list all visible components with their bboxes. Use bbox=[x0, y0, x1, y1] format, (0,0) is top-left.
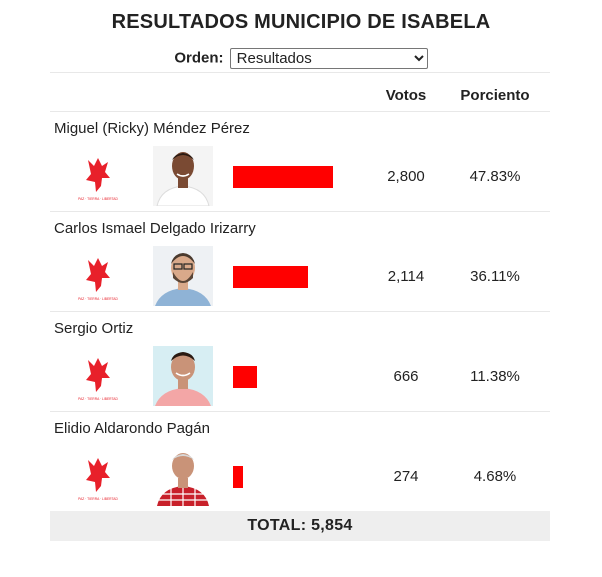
header-votes: Votos bbox=[385, 87, 427, 104]
total-votes: TOTAL: 5,854 bbox=[50, 511, 550, 541]
candidate-percent: 47.83% bbox=[469, 168, 521, 185]
candidate-votes: 666 bbox=[393, 368, 419, 385]
svg-text:PAZ · TIERRA · LIBERTAD: PAZ · TIERRA · LIBERTAD bbox=[78, 397, 118, 401]
table-row: Miguel (Ricky) Méndez Pérez PAZ · TIERRA… bbox=[50, 112, 550, 212]
header-percent: Porciento bbox=[460, 87, 530, 104]
candidate-votes: 2,800 bbox=[387, 168, 425, 185]
candidate-percent: 36.11% bbox=[470, 268, 520, 285]
vote-share-bar bbox=[233, 166, 333, 188]
candidate-percent: 11.38% bbox=[470, 368, 520, 385]
svg-text:PAZ · TIERRA · LIBERTAD: PAZ · TIERRA · LIBERTAD bbox=[78, 197, 118, 201]
candidate-name: Miguel (Ricky) Méndez Pérez bbox=[54, 120, 250, 137]
party-logo-icon: PAZ · TIERRA · LIBERTAD bbox=[74, 454, 122, 502]
page-title: RESULTADOS MUNICIPIO DE ISABELA bbox=[111, 11, 491, 33]
results-table: Votos Porciento Miguel (Ricky) Méndez Pé… bbox=[50, 72, 550, 512]
candidate-photo bbox=[153, 346, 213, 406]
table-header: Votos Porciento bbox=[50, 72, 550, 112]
party-logo-icon: PAZ · TIERRA · LIBERTAD bbox=[74, 354, 122, 402]
vote-share-bar bbox=[233, 366, 257, 388]
candidate-votes: 274 bbox=[393, 468, 419, 485]
candidate-photo bbox=[153, 246, 213, 306]
table-row: Carlos Ismael Delgado Irizarry PAZ · TIE… bbox=[50, 212, 550, 312]
svg-text:PAZ · TIERRA · LIBERTAD: PAZ · TIERRA · LIBERTAD bbox=[78, 497, 118, 501]
candidate-name: Elidio Aldarondo Pagán bbox=[54, 420, 210, 437]
table-row: Sergio Ortiz PAZ · TIERRA · LIBERTAD bbox=[50, 312, 550, 412]
candidate-name: Sergio Ortiz bbox=[54, 320, 134, 337]
candidate-name: Carlos Ismael Delgado Irizarry bbox=[54, 220, 256, 237]
svg-text:PAZ · TIERRA · LIBERTAD: PAZ · TIERRA · LIBERTAD bbox=[78, 297, 118, 301]
party-logo-icon: PAZ · TIERRA · LIBERTAD bbox=[74, 254, 122, 302]
candidate-photo bbox=[153, 146, 213, 206]
vote-share-bar bbox=[233, 266, 308, 288]
party-logo-icon: PAZ · TIERRA · LIBERTAD bbox=[74, 154, 122, 202]
order-control: Orden: Resultados bbox=[0, 48, 602, 69]
order-label: Orden: bbox=[174, 49, 224, 67]
table-row: Elidio Aldarondo Pagán PAZ · TIERRA · LI… bbox=[50, 412, 550, 512]
vote-share-bar bbox=[233, 466, 243, 488]
candidate-photo bbox=[153, 446, 213, 506]
candidate-votes: 2,114 bbox=[387, 268, 425, 285]
candidate-percent: 4.68% bbox=[473, 468, 517, 485]
order-select[interactable]: Resultados bbox=[229, 48, 428, 69]
